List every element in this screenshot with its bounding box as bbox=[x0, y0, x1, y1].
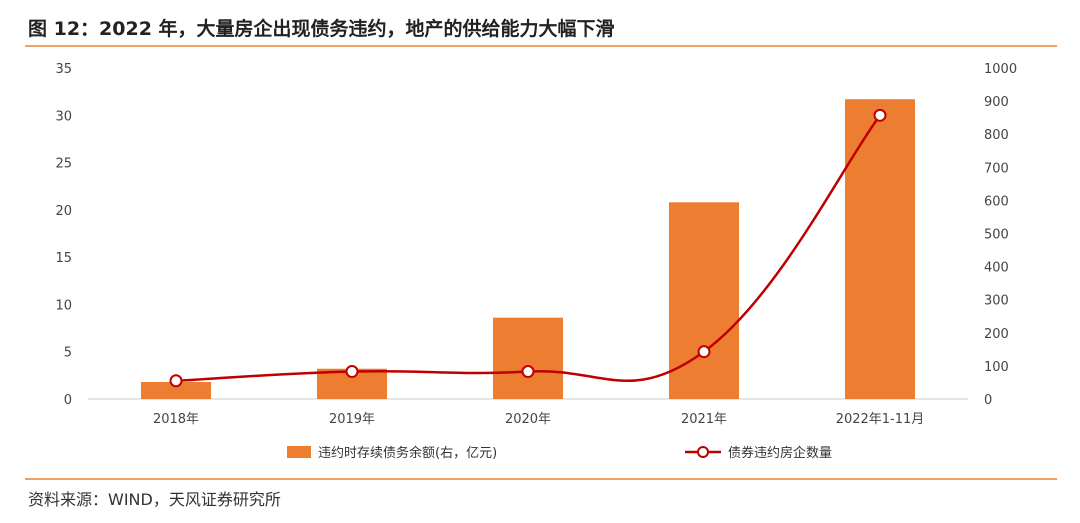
bar bbox=[493, 317, 563, 399]
x-tick-label: 2019年 bbox=[329, 412, 375, 427]
source-note: 资料来源：WIND，天风证券研究所 bbox=[28, 490, 281, 509]
source-rule bbox=[25, 478, 1057, 480]
left-tick-label: 15 bbox=[55, 251, 72, 266]
right-tick-label: 400 bbox=[984, 261, 1009, 276]
line-point bbox=[521, 365, 535, 379]
left-tick-label: 10 bbox=[55, 298, 72, 313]
line-point bbox=[697, 345, 711, 359]
left-tick-label: 25 bbox=[55, 157, 72, 172]
bar bbox=[669, 202, 739, 399]
legend-line-marker bbox=[697, 446, 709, 458]
right-tick-label: 0 bbox=[984, 393, 992, 408]
x-tick-label: 2020年 bbox=[505, 412, 551, 427]
x-axis-labels: 2018年 2019年 2020年 2021年 2022年1-11月 bbox=[153, 412, 924, 427]
left-tick-label: 35 bbox=[55, 62, 72, 77]
right-tick-label: 300 bbox=[984, 294, 1009, 309]
right-tick-label: 500 bbox=[984, 228, 1009, 243]
line-point bbox=[345, 365, 359, 379]
left-tick-label: 20 bbox=[55, 204, 72, 219]
legend: 违约时存续债务余额(右，亿元) 债券违约房企数量 bbox=[287, 445, 832, 461]
right-tick-label: 900 bbox=[984, 95, 1009, 110]
chart: 0 5 10 15 20 25 30 35 0 100 200 300 400 500 600 700 800… bbox=[55, 62, 1017, 461]
left-axis: 0 5 10 15 20 25 30 35 bbox=[55, 62, 72, 408]
right-tick-label: 1000 bbox=[984, 62, 1017, 77]
right-tick-label: 200 bbox=[984, 327, 1009, 342]
x-tick-label: 2021年 bbox=[681, 412, 727, 427]
line-series bbox=[175, 114, 882, 383]
bar-series bbox=[141, 99, 915, 400]
legend-bar-label: 违约时存续债务余额(右，亿元) bbox=[318, 445, 497, 461]
right-tick-label: 800 bbox=[984, 128, 1009, 143]
x-tick-label: 2022年1-11月 bbox=[836, 412, 925, 427]
left-tick-label: 30 bbox=[55, 109, 72, 124]
line-point bbox=[873, 108, 887, 122]
title-rule bbox=[25, 45, 1057, 47]
x-tick-label: 2018年 bbox=[153, 412, 199, 427]
left-tick-label: 5 bbox=[64, 346, 72, 361]
right-tick-label: 600 bbox=[984, 194, 1009, 209]
left-tick-label: 0 bbox=[64, 393, 72, 408]
legend-line-label: 债券违约房企数量 bbox=[728, 445, 832, 461]
right-axis: 0 100 200 300 400 500 600 700 800 900 1000 bbox=[984, 62, 1017, 408]
bar bbox=[845, 99, 915, 400]
right-tick-label: 700 bbox=[984, 161, 1009, 176]
bar bbox=[141, 381, 211, 399]
figure-title: 图 12：2022 年，大量房企出现债务违约，地产的供给能力大幅下滑 bbox=[28, 18, 615, 40]
right-tick-label: 100 bbox=[984, 360, 1009, 375]
line-points bbox=[169, 108, 887, 388]
line-point bbox=[169, 374, 183, 388]
legend-bar-swatch bbox=[287, 446, 311, 458]
